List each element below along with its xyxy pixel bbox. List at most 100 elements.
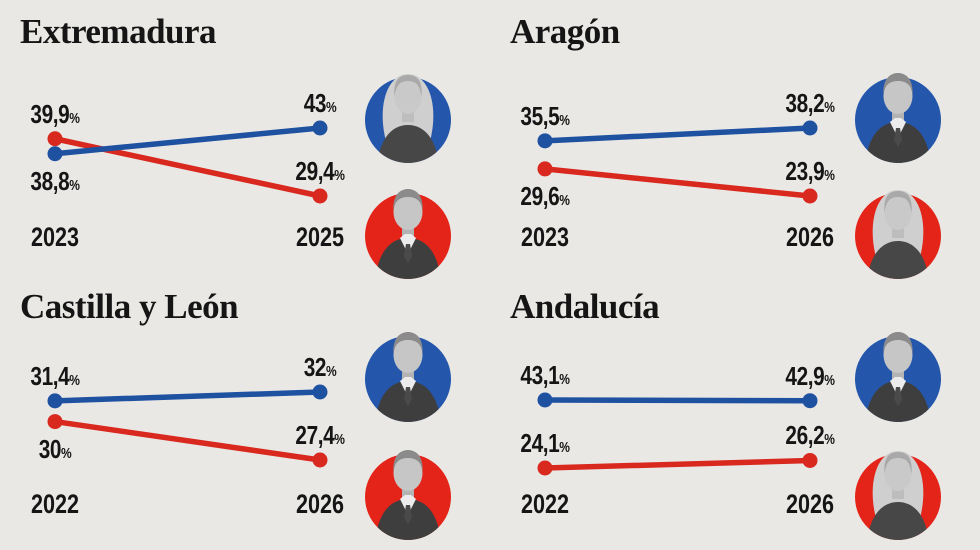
portrait-fringe bbox=[884, 452, 912, 474]
value-label: 39,9% bbox=[30, 101, 80, 132]
region-panel: Castilla y León 2022 2026 31,4% 32% 30% 27,… bbox=[0, 275, 490, 550]
man-portrait bbox=[365, 450, 451, 540]
slope-chart bbox=[47, 120, 328, 204]
value-label: 31,4% bbox=[30, 360, 80, 394]
portrait-shoulders bbox=[867, 502, 929, 540]
value-number: 38,8 bbox=[30, 165, 70, 196]
candidate-photo-red bbox=[855, 442, 941, 542]
value-number: 31,4 bbox=[30, 360, 70, 391]
data-point bbox=[537, 161, 553, 177]
portrait-face bbox=[393, 194, 423, 230]
percent-sign: % bbox=[824, 431, 835, 449]
percent-sign: % bbox=[326, 363, 337, 380]
region-title: Extremadura bbox=[20, 12, 217, 51]
candidate-photo-blue bbox=[365, 324, 451, 424]
data-point bbox=[312, 384, 328, 400]
start-year-label: 2023 bbox=[520, 222, 570, 252]
portrait-tie bbox=[404, 505, 412, 524]
portrait-hair bbox=[393, 450, 423, 473]
percent-sign: % bbox=[559, 191, 570, 209]
percent-sign: % bbox=[824, 167, 835, 184]
value-number: 24,1 bbox=[520, 428, 560, 458]
value-number: 35,5 bbox=[520, 100, 560, 131]
portrait-hair bbox=[393, 189, 423, 212]
value-number: 32 bbox=[303, 352, 327, 382]
region-panel: Aragón 2023 2026 35,5% 38,2% 29,6% 23,9% bbox=[490, 0, 980, 279]
value-label: 42,9% bbox=[785, 363, 835, 394]
value-label: 24,1% bbox=[520, 428, 570, 461]
value-label: 43% bbox=[304, 90, 337, 121]
data-point bbox=[47, 131, 63, 147]
data-point bbox=[47, 414, 63, 430]
percent-sign: % bbox=[824, 371, 835, 389]
trend-line-blue bbox=[54, 125, 321, 157]
percent-sign: % bbox=[334, 431, 345, 448]
value-number: 23,9 bbox=[785, 156, 825, 186]
data-point bbox=[802, 452, 818, 468]
percent-sign: % bbox=[61, 444, 72, 462]
portrait-shoulders bbox=[377, 125, 439, 163]
value-label: 32% bbox=[304, 354, 337, 385]
portrait-tie bbox=[404, 387, 412, 406]
trend-line-blue bbox=[544, 397, 811, 404]
candidate-photo-blue bbox=[855, 65, 941, 165]
region-panel: Extremadura 2023 2025 38,8% 43% 39,9% 29,4% bbox=[0, 0, 490, 279]
value-label: 38,8% bbox=[30, 165, 80, 199]
value-number: 43 bbox=[303, 88, 327, 118]
end-year-label: 2026 bbox=[785, 222, 835, 252]
portrait-shoulders bbox=[867, 241, 929, 279]
woman-portrait bbox=[365, 74, 451, 163]
percent-sign: % bbox=[824, 99, 835, 116]
data-point bbox=[47, 146, 63, 162]
trend-line-blue bbox=[54, 389, 321, 404]
data-point bbox=[802, 120, 818, 136]
portrait-face bbox=[884, 196, 912, 230]
portrait-face bbox=[393, 337, 423, 373]
portrait-face bbox=[394, 80, 422, 114]
slope-chart bbox=[47, 384, 328, 468]
data-point bbox=[537, 460, 553, 476]
candidate-photo-red bbox=[365, 181, 451, 281]
data-point bbox=[312, 120, 328, 136]
portrait-hair bbox=[883, 332, 913, 355]
data-point bbox=[312, 188, 328, 204]
candidate-photo-blue bbox=[365, 65, 451, 165]
portrait-hair bbox=[393, 332, 423, 355]
portrait-face bbox=[883, 78, 913, 114]
trend-line-red bbox=[544, 166, 811, 199]
region-panel: Andalucía 2022 2026 43,1% 42,9% 24,1% 26,2% bbox=[490, 275, 980, 550]
portrait-face bbox=[393, 455, 423, 491]
region-title: Castilla y León bbox=[20, 287, 239, 326]
value-label: 30% bbox=[39, 436, 72, 467]
value-number: 29,4 bbox=[295, 156, 335, 186]
value-number: 27,4 bbox=[295, 420, 335, 450]
value-number: 26,2 bbox=[785, 420, 825, 451]
woman-portrait bbox=[855, 451, 941, 540]
portrait-tie bbox=[894, 128, 902, 147]
value-label: 38,2% bbox=[785, 88, 835, 121]
data-point bbox=[537, 133, 553, 149]
value-number: 38,2 bbox=[785, 88, 825, 118]
end-year-label: 2025 bbox=[295, 222, 345, 252]
value-label: 43,1% bbox=[520, 362, 570, 393]
end-year-label: 2026 bbox=[295, 489, 345, 519]
percent-sign: % bbox=[69, 371, 80, 389]
portrait-hair bbox=[883, 73, 913, 96]
man-portrait bbox=[365, 189, 451, 279]
value-label: 27,4% bbox=[295, 420, 345, 453]
value-label: 23,9% bbox=[785, 156, 835, 189]
candidate-photo-red bbox=[365, 442, 451, 542]
trend-line-red bbox=[544, 457, 811, 471]
candidate-photo-blue bbox=[855, 324, 941, 424]
slope-chart bbox=[537, 120, 818, 204]
portrait-face bbox=[884, 457, 912, 491]
portrait-tie bbox=[894, 387, 902, 406]
start-year-label: 2022 bbox=[30, 489, 80, 519]
percent-sign: % bbox=[559, 371, 570, 388]
percent-sign: % bbox=[326, 99, 337, 116]
trend-line-blue bbox=[544, 125, 811, 144]
value-label: 29,6% bbox=[520, 183, 570, 214]
portrait-tie bbox=[404, 244, 412, 263]
data-point bbox=[802, 188, 818, 204]
